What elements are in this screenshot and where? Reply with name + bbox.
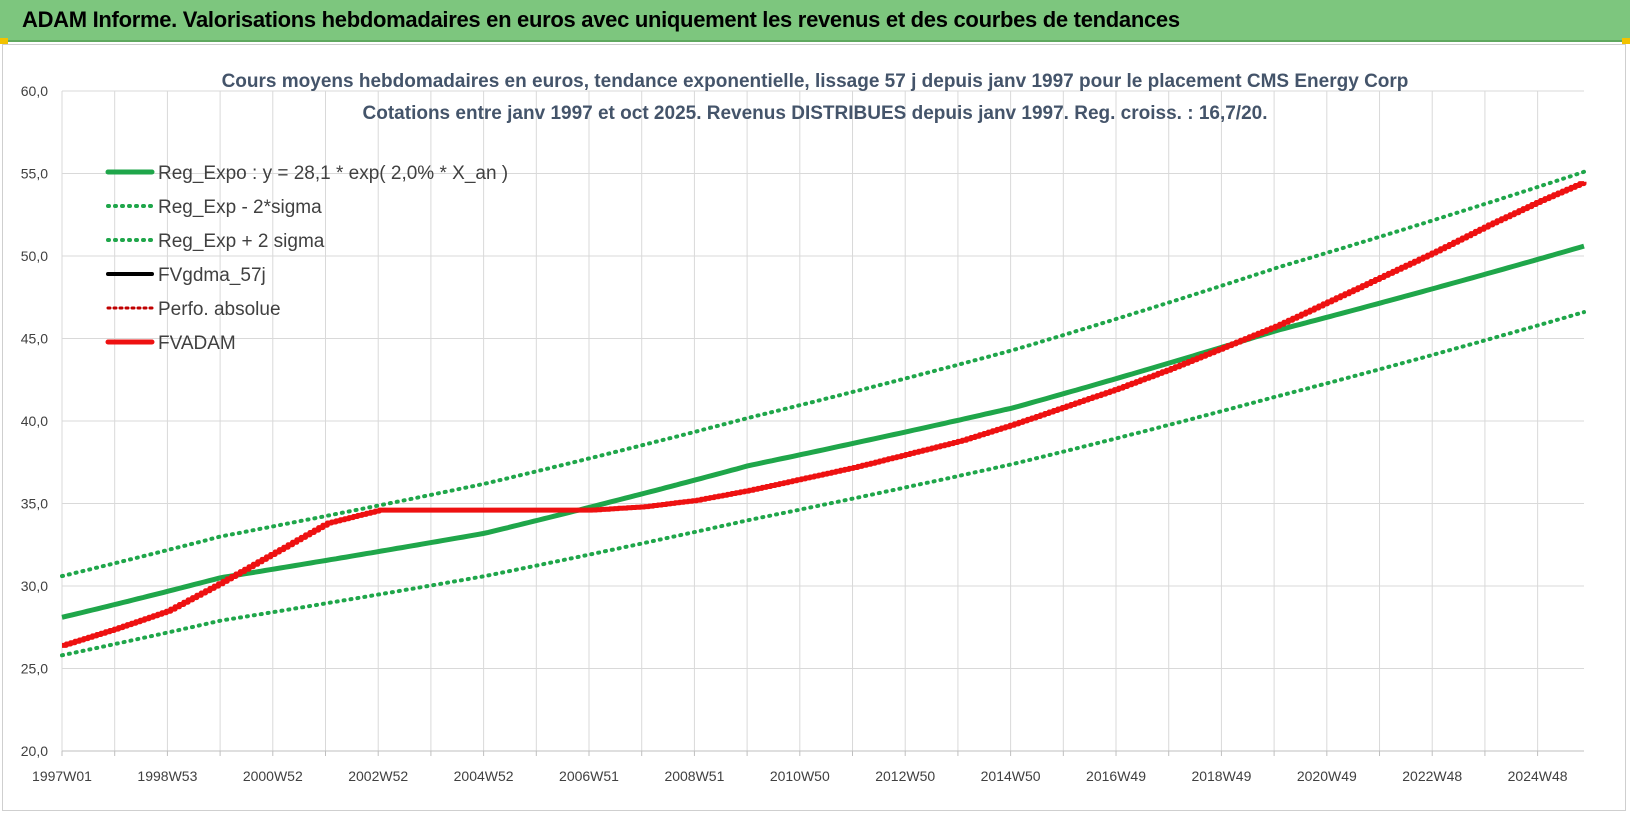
legend-label: FVADAM bbox=[158, 333, 236, 354]
x-tick-label: 2012W50 bbox=[875, 768, 935, 784]
title-banner: ADAM Informe. Valorisations hebdomadaire… bbox=[0, 0, 1630, 42]
x-tick-label: 1998W53 bbox=[137, 768, 197, 784]
x-axis: 1997W01 1998W53 2000W52 2002W52 2004W52 2006W… bbox=[32, 750, 1584, 784]
x-tick-label: 2024W48 bbox=[1508, 768, 1568, 784]
x-tick-label: 2008W51 bbox=[664, 768, 724, 784]
series-reg-exp-plus-2sigma-line bbox=[60, 169, 1586, 579]
x-tick-label: 2022W48 bbox=[1402, 768, 1462, 784]
x-tick-label: 2016W49 bbox=[1086, 768, 1146, 784]
x-tick-label: 2004W52 bbox=[454, 768, 514, 784]
x-tick-label: 1997W01 bbox=[32, 768, 92, 784]
corner-marker-left bbox=[0, 38, 8, 44]
grid bbox=[61, 90, 1584, 752]
y-tick-label: 50,0 bbox=[21, 248, 48, 264]
series-reg-expo-line bbox=[61, 243, 1585, 620]
legend-label: Reg_Exp + 2 sigma bbox=[158, 231, 325, 252]
legend-label: Reg_Exp - 2*sigma bbox=[158, 197, 322, 218]
series-reg-exp-minus-2sigma-line bbox=[60, 310, 1586, 658]
y-tick-label: 55,0 bbox=[21, 166, 48, 182]
y-tick-label: 45,0 bbox=[21, 331, 48, 347]
y-tick-label: 35,0 bbox=[21, 496, 48, 512]
chart-title-line-1: Cours moyens hebdomadaires en euros, ten… bbox=[222, 71, 1409, 92]
x-tick-label: 2000W52 bbox=[243, 768, 303, 784]
y-tick-label: 25,0 bbox=[21, 661, 48, 677]
y-tick-label: 30,0 bbox=[21, 578, 48, 594]
series-fvadam-line bbox=[62, 181, 1587, 648]
corner-marker-right bbox=[1622, 38, 1630, 44]
legend-label: Perfo. absolue bbox=[158, 299, 281, 320]
x-tick-label: 2006W51 bbox=[559, 768, 619, 784]
series-layer bbox=[60, 169, 1587, 658]
y-axis: 20,0 25,0 30,0 35,0 40,0 45,0 50,0 55,0 60,0 bbox=[21, 83, 48, 759]
y-tick-label: 60,0 bbox=[21, 83, 48, 99]
chart-frame bbox=[2, 44, 1626, 811]
y-tick-label: 20,0 bbox=[21, 743, 48, 759]
legend: Reg_Expo : y = 28,1 * exp( 2,0% * X_an )… bbox=[105, 163, 508, 354]
x-tick-label: 2018W49 bbox=[1191, 768, 1251, 784]
x-tick-label: 2002W52 bbox=[348, 768, 408, 784]
page-title: ADAM Informe. Valorisations hebdomadaire… bbox=[22, 7, 1180, 32]
chart-title-line-2: Cotations entre janv 1997 et oct 2025. R… bbox=[363, 103, 1268, 124]
x-tick-label: 2014W50 bbox=[981, 768, 1041, 784]
y-tick-label: 40,0 bbox=[21, 413, 48, 429]
x-tick-label: 2010W50 bbox=[770, 768, 830, 784]
legend-label: FVgdma_57j bbox=[158, 265, 266, 286]
legend-label: Reg_Expo : y = 28,1 * exp( 2,0% * X_an ) bbox=[158, 163, 508, 184]
x-tick-label: 2020W49 bbox=[1297, 768, 1357, 784]
